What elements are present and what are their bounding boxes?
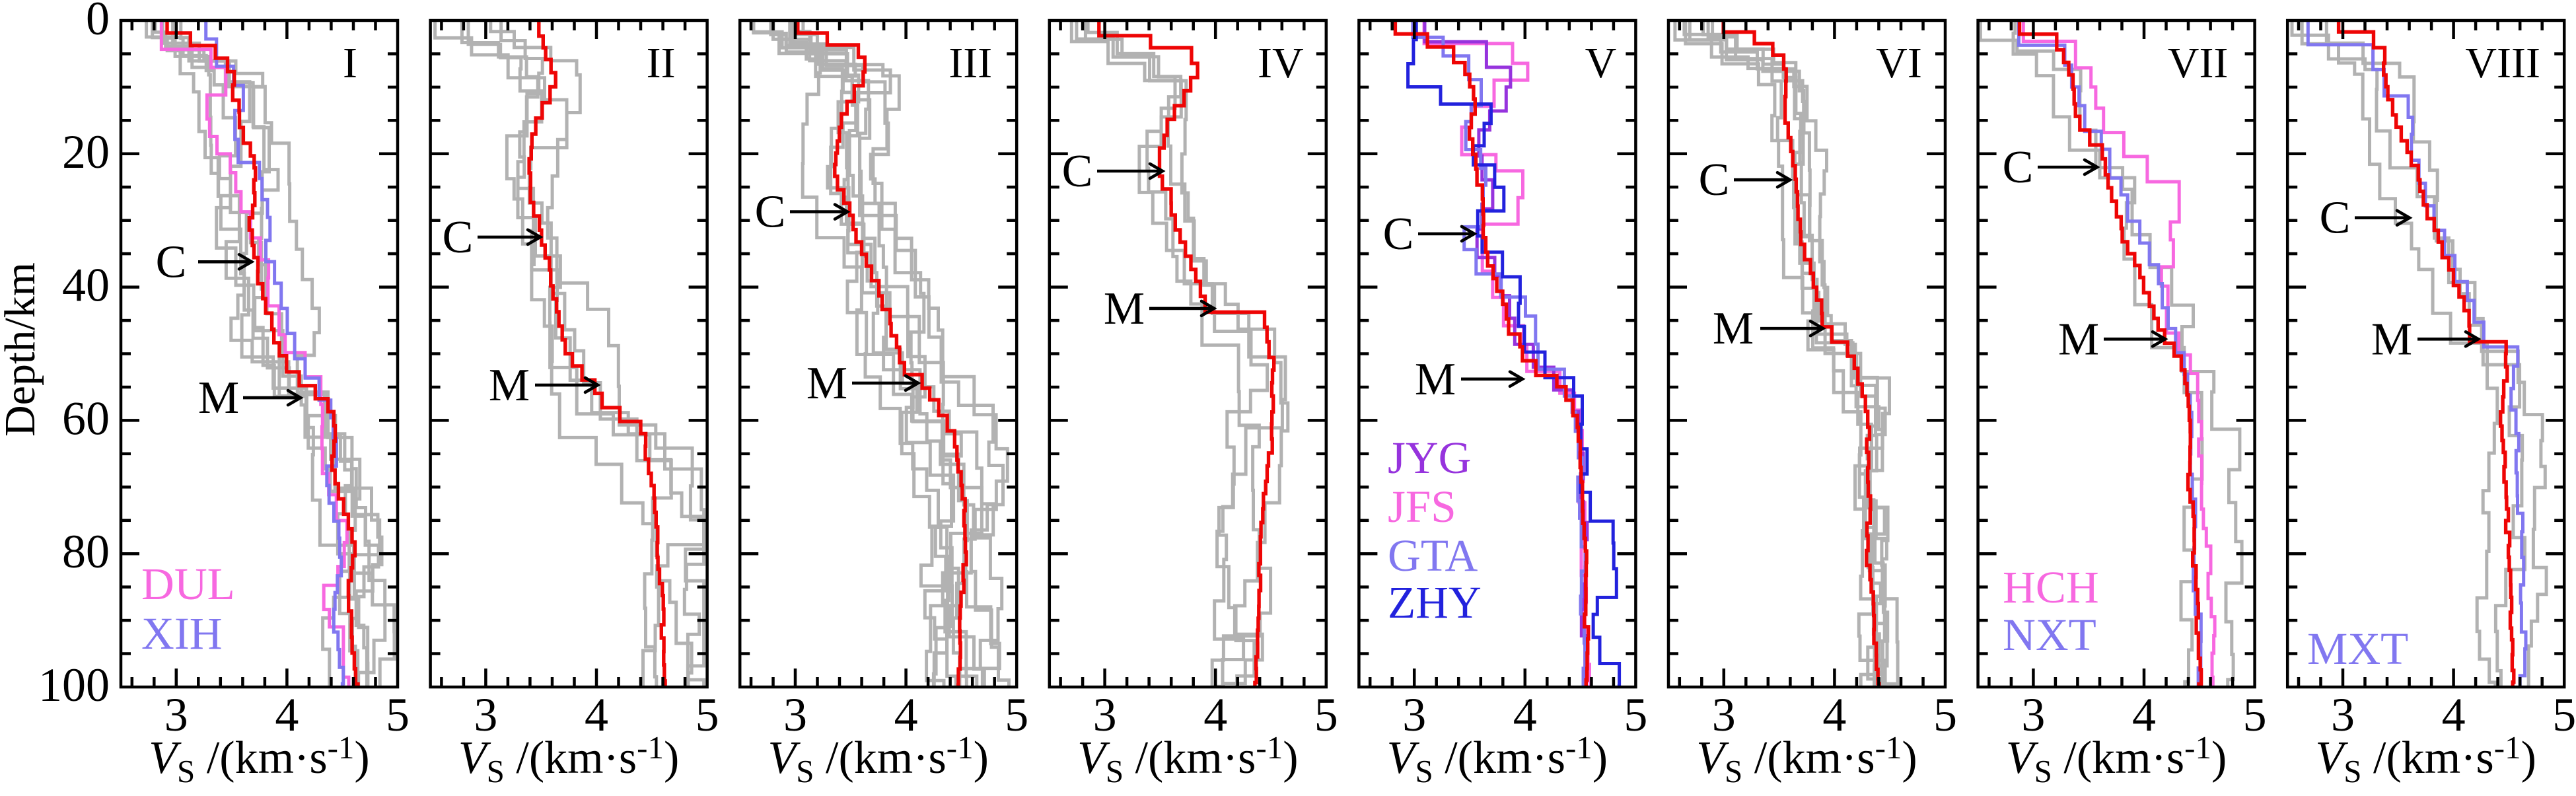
- svg-text:MXT: MXT: [2307, 624, 2408, 674]
- svg-text:NXT: NXT: [2003, 610, 2096, 660]
- svg-text:60: 60: [62, 392, 110, 445]
- svg-text:4: 4: [1203, 688, 1227, 741]
- svg-text:M: M: [806, 358, 847, 409]
- svg-text:VS /(km·s-1): VS /(km·s-1): [1077, 729, 1298, 789]
- svg-text:3: 3: [1093, 688, 1117, 741]
- svg-text:4: 4: [894, 688, 918, 741]
- svg-text:V: V: [1585, 39, 1617, 87]
- svg-text:C: C: [156, 236, 187, 287]
- svg-text:3: 3: [2021, 688, 2045, 741]
- svg-text:VS /(km·s-1): VS /(km·s-1): [2006, 729, 2227, 789]
- svg-text:4: 4: [275, 688, 299, 741]
- svg-text:3: 3: [474, 688, 497, 741]
- svg-text:3: 3: [164, 688, 188, 741]
- svg-text:0: 0: [86, 0, 110, 45]
- svg-text:VS /(km·s-1): VS /(km·s-1): [1387, 729, 1608, 789]
- svg-text:5: 5: [2243, 688, 2267, 741]
- svg-text:M: M: [1415, 354, 1456, 405]
- svg-text:4: 4: [1513, 688, 1537, 741]
- svg-text:M: M: [198, 373, 239, 423]
- svg-text:5: 5: [2552, 688, 2576, 741]
- svg-text:GTA: GTA: [1388, 530, 1478, 581]
- svg-text:II: II: [647, 39, 676, 87]
- svg-text:VII: VII: [2168, 39, 2229, 87]
- svg-text:DUL: DUL: [141, 559, 235, 609]
- svg-text:C: C: [1699, 155, 1730, 205]
- svg-text:M: M: [2371, 314, 2412, 365]
- svg-text:20: 20: [62, 126, 110, 178]
- svg-text:5: 5: [696, 688, 719, 741]
- svg-text:M: M: [1713, 303, 1754, 354]
- svg-text:III: III: [948, 39, 992, 87]
- svg-text:XIH: XIH: [141, 608, 223, 659]
- svg-text:C: C: [2320, 193, 2351, 244]
- svg-text:VS /(km·s-1): VS /(km·s-1): [2315, 729, 2536, 789]
- svg-text:C: C: [1383, 209, 1414, 260]
- svg-text:M: M: [489, 360, 530, 411]
- svg-text:C: C: [443, 212, 474, 263]
- svg-text:5: 5: [386, 688, 410, 741]
- svg-text:3: 3: [1402, 688, 1426, 741]
- svg-text:VS /(km·s-1): VS /(km·s-1): [149, 729, 369, 789]
- svg-text:VS /(km·s-1): VS /(km·s-1): [1696, 729, 1917, 789]
- svg-text:VIII: VIII: [2465, 39, 2540, 87]
- svg-text:C: C: [1062, 146, 1093, 197]
- svg-text:JFS: JFS: [1388, 482, 1456, 532]
- svg-text:C: C: [2003, 142, 2034, 193]
- svg-text:4: 4: [2442, 688, 2466, 741]
- svg-text:VS /(km·s-1): VS /(km·s-1): [458, 729, 679, 789]
- svg-text:5: 5: [1314, 688, 1338, 741]
- svg-text:4: 4: [1822, 688, 1846, 741]
- svg-text:5: 5: [1005, 688, 1028, 741]
- svg-text:I: I: [343, 39, 357, 87]
- svg-text:M: M: [2058, 314, 2099, 365]
- svg-text:VS /(km·s-1): VS /(km·s-1): [768, 729, 988, 789]
- svg-text:5: 5: [1624, 688, 1647, 741]
- svg-text:100: 100: [38, 659, 110, 711]
- svg-text:VI: VI: [1876, 39, 1922, 87]
- svg-text:5: 5: [1933, 688, 1957, 741]
- svg-text:Depth/km: Depth/km: [0, 262, 44, 437]
- svg-text:M: M: [1104, 283, 1145, 334]
- svg-text:JYG: JYG: [1388, 433, 1472, 483]
- svg-text:3: 3: [783, 688, 807, 741]
- svg-text:3: 3: [2331, 688, 2355, 741]
- svg-text:80: 80: [62, 525, 110, 578]
- svg-text:ZHY: ZHY: [1388, 577, 1482, 628]
- svg-text:4: 4: [2132, 688, 2156, 741]
- svg-text:C: C: [755, 187, 786, 238]
- svg-text:3: 3: [1712, 688, 1736, 741]
- svg-text:40: 40: [62, 259, 110, 312]
- svg-text:HCH: HCH: [2003, 562, 2099, 612]
- svg-text:4: 4: [585, 688, 608, 741]
- svg-text:IV: IV: [1258, 39, 1304, 87]
